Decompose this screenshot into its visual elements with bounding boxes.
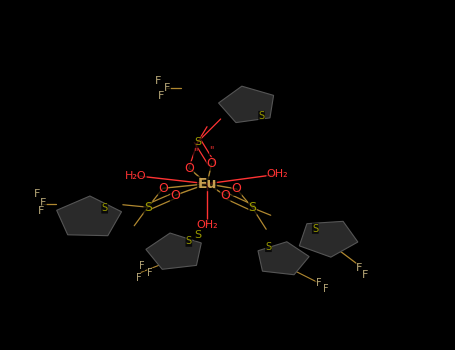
- Text: F: F: [158, 91, 165, 101]
- Text: S: S: [186, 237, 192, 246]
- Polygon shape: [146, 233, 201, 269]
- Text: O: O: [184, 161, 194, 175]
- Polygon shape: [258, 242, 309, 275]
- Text: S: S: [265, 242, 272, 252]
- Text: OH₂: OH₂: [267, 169, 288, 179]
- Text: S: S: [194, 230, 202, 240]
- Polygon shape: [57, 196, 121, 236]
- Text: F: F: [362, 270, 369, 280]
- Text: H₂O: H₂O: [125, 171, 147, 181]
- Text: OH₂: OH₂: [196, 220, 218, 230]
- Text: F: F: [323, 284, 328, 294]
- Text: S: S: [194, 137, 202, 147]
- Text: O: O: [220, 189, 230, 202]
- Text: F: F: [34, 189, 40, 199]
- Text: O: O: [207, 157, 217, 170]
- Text: F: F: [316, 279, 321, 288]
- Text: F: F: [38, 206, 44, 216]
- Text: ": ": [193, 147, 198, 157]
- Text: S: S: [101, 203, 108, 213]
- Text: S: S: [312, 224, 318, 233]
- Text: O: O: [170, 189, 180, 202]
- Text: F: F: [40, 198, 46, 208]
- Text: S: S: [248, 201, 257, 215]
- Text: O: O: [232, 182, 242, 196]
- Text: F: F: [147, 268, 153, 278]
- Text: F: F: [139, 261, 145, 271]
- Text: F: F: [155, 76, 162, 85]
- Text: F: F: [136, 273, 142, 283]
- Polygon shape: [299, 221, 358, 257]
- Text: S: S: [144, 201, 152, 214]
- Polygon shape: [218, 86, 273, 122]
- Text: F: F: [164, 83, 171, 93]
- Text: F: F: [356, 263, 363, 273]
- Text: ": ": [209, 145, 214, 155]
- Text: Eu: Eu: [197, 177, 217, 191]
- Text: S: S: [258, 111, 265, 121]
- Text: O: O: [158, 182, 168, 195]
